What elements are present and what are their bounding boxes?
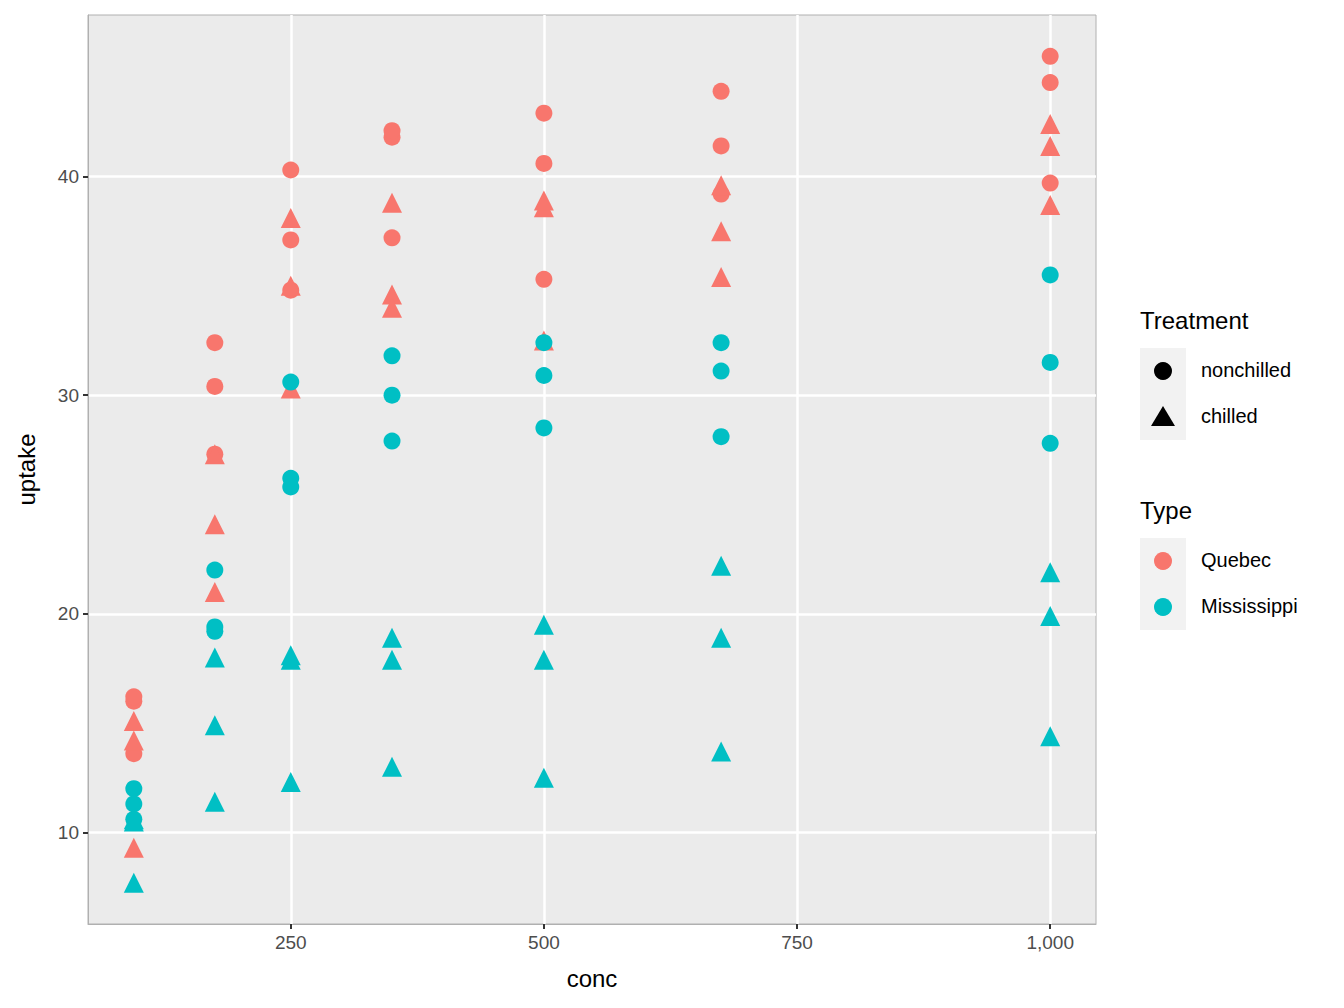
svg-text:500: 500 — [528, 932, 560, 953]
svg-text:1,000: 1,000 — [1026, 932, 1074, 953]
svg-text:750: 750 — [781, 932, 813, 953]
svg-text:nonchilled: nonchilled — [1201, 359, 1291, 381]
svg-text:Quebec: Quebec — [1201, 549, 1271, 571]
svg-text:uptake: uptake — [13, 433, 40, 505]
svg-text:30: 30 — [58, 385, 79, 406]
svg-text:chilled: chilled — [1201, 405, 1258, 427]
svg-text:10: 10 — [58, 822, 79, 843]
svg-text:250: 250 — [275, 932, 307, 953]
svg-text:conc: conc — [567, 965, 618, 992]
svg-text:40: 40 — [58, 166, 79, 187]
svg-text:Type: Type — [1140, 497, 1192, 524]
svg-text:Mississippi: Mississippi — [1201, 595, 1298, 617]
svg-text:Treatment: Treatment — [1140, 307, 1249, 334]
svg-text:20: 20 — [58, 603, 79, 624]
